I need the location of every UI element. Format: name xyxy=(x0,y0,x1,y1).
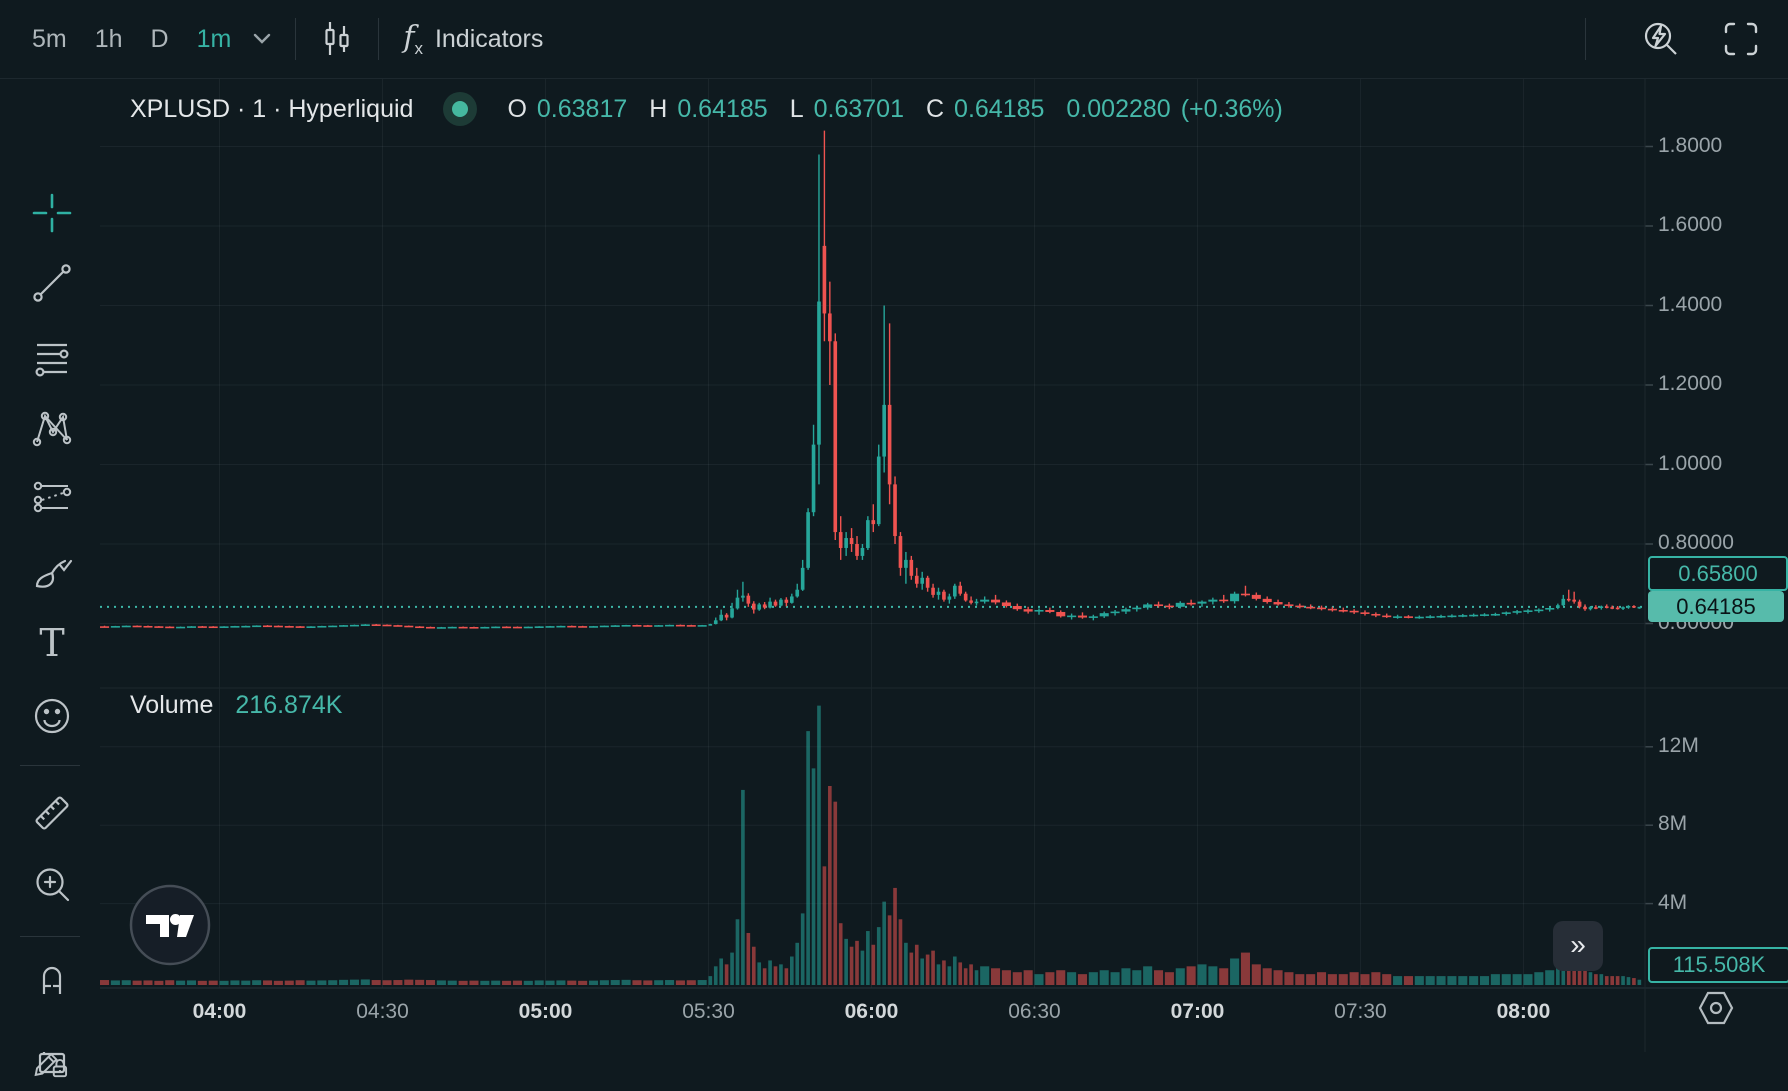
pencil-lock-icon xyxy=(34,1052,68,1078)
volume-value: 216.874K xyxy=(235,691,343,719)
change-percent: (+0.36%) xyxy=(1180,94,1283,123)
tradingview-logo[interactable] xyxy=(128,883,212,970)
xabcd-pattern-tool-button[interactable] xyxy=(24,400,80,456)
price-axis-label: 1.6000 xyxy=(1658,213,1723,236)
candlestick-icon xyxy=(325,22,349,55)
magnet-tool-button[interactable] xyxy=(24,950,80,1006)
quick-search-button[interactable] xyxy=(1634,13,1686,65)
timeframe-5m-button[interactable]: 5m xyxy=(18,17,81,62)
timeframe-1d-button[interactable]: D xyxy=(137,17,183,62)
volume-label: Volume xyxy=(130,691,214,719)
timeframe-1h-button[interactable]: 1h xyxy=(81,17,137,62)
chart-legend: XPLUSD · 1 · Hyperliquid O 0.63817 H 0.641… xyxy=(130,92,1283,126)
time-axis-label: 05:00 xyxy=(518,1000,573,1023)
sidebar-divider xyxy=(20,936,80,937)
toolbar-divider xyxy=(1585,18,1586,60)
horizontal-lines-icon xyxy=(35,343,69,377)
time-axis-label: 07:30 xyxy=(1334,1000,1387,1023)
forecast-icon xyxy=(33,481,72,513)
top-toolbar: 5m 1h D 1m fx Indicators xyxy=(0,0,1788,79)
volume-series xyxy=(100,705,1642,985)
xabcd-pattern-icon xyxy=(32,411,72,447)
chart-region[interactable]: XPLUSD · 1 · Hyperliquid O 0.63817 H 0.641… xyxy=(0,78,1788,1074)
lightning-magnifier-icon xyxy=(1644,22,1677,55)
time-axis-label: 04:30 xyxy=(356,1000,409,1023)
fib-lines-tool-button[interactable] xyxy=(24,330,80,386)
crosshair-tool-button[interactable] xyxy=(24,185,80,241)
open-value: 0.63817 xyxy=(536,94,628,123)
ruler-icon xyxy=(35,796,69,830)
last-price-label: 0.64185 xyxy=(1648,591,1784,622)
brush-icon xyxy=(35,559,73,588)
volume-axis-label: 4M xyxy=(1658,890,1688,914)
volume-axis-label: 8M xyxy=(1658,812,1688,836)
toolbar-right-group xyxy=(1567,13,1788,65)
indicators-button[interactable]: fx Indicators xyxy=(397,14,549,65)
trend-line-tool-button[interactable] xyxy=(24,255,80,311)
symbol-title: XPLUSD · 1 · Hyperliquid xyxy=(130,94,414,123)
candlestick-chart-canvas[interactable] xyxy=(0,0,1788,1052)
emoji-tool-button[interactable] xyxy=(24,688,80,744)
time-axis-label: 08:00 xyxy=(1496,1000,1551,1023)
price-axis-label: 1.4000 xyxy=(1658,292,1723,316)
price-axis-label: 1.8000 xyxy=(1658,133,1723,157)
toolbar-divider xyxy=(295,18,297,60)
chart-style-button[interactable] xyxy=(314,13,360,65)
chevron-down-icon xyxy=(254,33,271,44)
close-value: 0.64185 xyxy=(954,94,1045,123)
fullscreen-button[interactable] xyxy=(1716,14,1766,64)
time-axis-label: 04:00 xyxy=(192,1000,247,1023)
close-key: C xyxy=(925,94,945,123)
svg-text:T: T xyxy=(39,621,64,665)
brush-tool-button[interactable] xyxy=(24,544,80,600)
market-status-dot[interactable] xyxy=(443,92,478,126)
timeframe-1m-button[interactable]: 1m xyxy=(183,17,246,62)
high-key: H xyxy=(649,94,668,123)
open-panel-button[interactable]: » xyxy=(1553,921,1603,971)
drawing-lock-tool-button[interactable] xyxy=(24,1035,80,1091)
high-value: 0.64185 xyxy=(677,94,768,123)
smiley-icon xyxy=(34,698,70,734)
ohlc-readout: O 0.63817 H 0.64185 L 0.63701 C 0.64185 0.00… xyxy=(507,95,1282,124)
price-axis-label: 1.2000 xyxy=(1658,372,1723,395)
forecast-tool-button[interactable] xyxy=(24,470,80,526)
trend-line-icon xyxy=(33,264,71,302)
zoom-in-tool-button[interactable] xyxy=(24,856,80,912)
fullscreen-icon xyxy=(1724,22,1758,56)
low-key: L xyxy=(789,94,804,123)
current-volume-label: 115.508K xyxy=(1648,947,1788,983)
timeframe-menu-button[interactable] xyxy=(247,24,277,55)
low-value: 0.63701 xyxy=(813,94,904,123)
zoom-in-icon xyxy=(36,868,70,902)
text-icon: T xyxy=(39,621,64,665)
volume-legend: Volume 216.874K xyxy=(130,691,342,720)
order-price-label[interactable]: 0.65800 xyxy=(1648,556,1788,591)
text-tool-button[interactable]: T xyxy=(24,615,80,671)
open-key: O xyxy=(507,94,527,123)
toolbar-divider xyxy=(378,18,380,60)
volume-axis-label: 12M xyxy=(1658,733,1699,757)
toolbar-left-group: 5m 1h D 1m fx Indicators xyxy=(0,13,549,65)
time-axis-label: 07:00 xyxy=(1170,1000,1225,1023)
drawing-toolbar: T xyxy=(0,78,100,1078)
measure-ruler-tool-button[interactable] xyxy=(24,785,80,841)
time-axis-label: 06:00 xyxy=(844,1000,899,1023)
sidebar-divider xyxy=(20,765,80,766)
double-chevron-right-icon: » xyxy=(1570,928,1586,960)
magnet-icon xyxy=(42,966,62,994)
fx-icon: fx xyxy=(403,19,423,58)
price-axis-label: 1.0000 xyxy=(1658,451,1723,475)
chart-settings-button[interactable] xyxy=(1695,990,1737,1029)
time-axis-label: 06:30 xyxy=(1008,1000,1061,1023)
time-axis-label: 05:30 xyxy=(682,1000,735,1023)
change-absolute: 0.002280 xyxy=(1066,94,1171,123)
price-axis-label: 0.80000 xyxy=(1658,531,1734,554)
settings-hexagon-icon xyxy=(1698,991,1734,1025)
crosshair-icon xyxy=(32,193,72,233)
candlestick-series xyxy=(100,130,1642,629)
indicators-label: Indicators xyxy=(434,24,544,53)
